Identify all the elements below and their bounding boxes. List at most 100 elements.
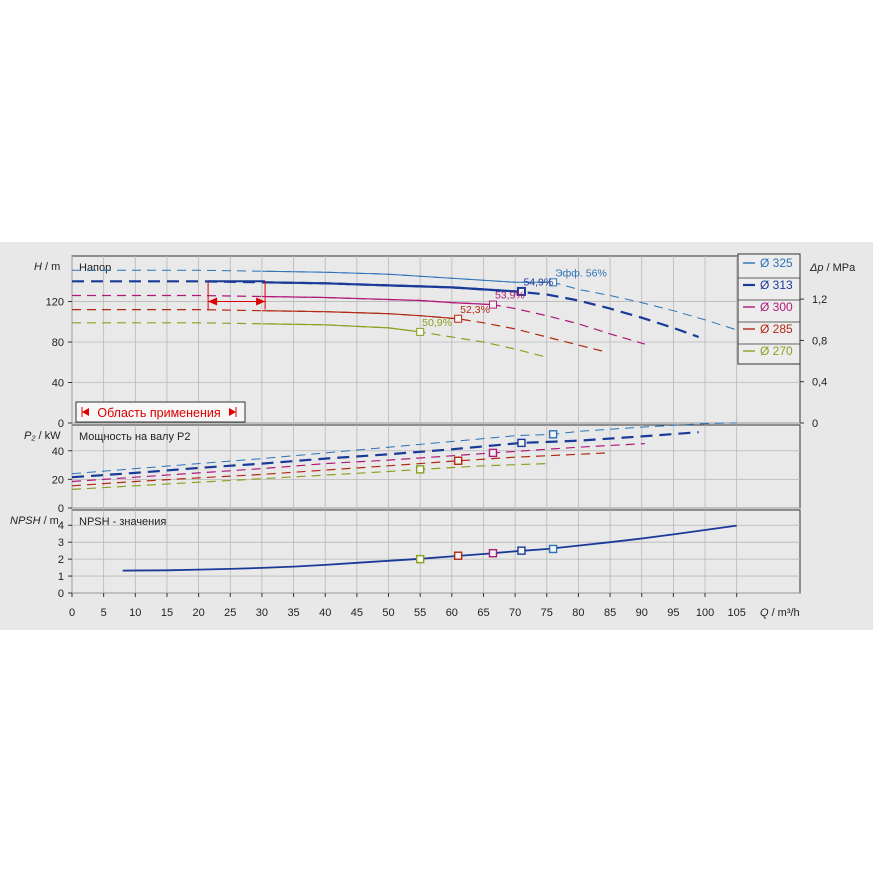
point-marker bbox=[453, 551, 463, 560]
x-tick-label: 55 bbox=[414, 607, 426, 619]
x-tick-label: 5 bbox=[101, 607, 107, 619]
x-tick-label: 45 bbox=[351, 607, 363, 619]
x-axis-label: Q / m³/h bbox=[760, 607, 800, 619]
point-marker bbox=[548, 430, 558, 439]
series-line-power-3 bbox=[71, 452, 607, 487]
panel-title-head: Напор bbox=[79, 262, 111, 274]
y-tick-label-npsh: 3 bbox=[58, 537, 64, 549]
y-axis-label-head: H / m bbox=[34, 261, 60, 273]
legend-label: Ø 313 bbox=[760, 278, 793, 292]
x-tick-label: 90 bbox=[636, 607, 648, 619]
y-tick-label-head: 0 bbox=[58, 418, 64, 430]
legend-label: Ø 300 bbox=[760, 300, 793, 314]
x-tick-label: 80 bbox=[572, 607, 584, 619]
legend-label: Ø 325 bbox=[760, 256, 793, 270]
x-tick-label: 60 bbox=[446, 607, 458, 619]
x-tick-label: 30 bbox=[256, 607, 268, 619]
point-marker bbox=[488, 548, 498, 558]
x-tick-label: 20 bbox=[192, 607, 204, 619]
x-tick-label: 105 bbox=[728, 607, 746, 619]
plot-area-npsh bbox=[71, 509, 801, 594]
x-tick-label: 95 bbox=[667, 607, 679, 619]
legend-box bbox=[737, 253, 801, 365]
y-tick-label-head: 120 bbox=[46, 297, 64, 309]
y-tick-label-head: 40 bbox=[52, 378, 64, 390]
y-tick-label-power: 0 bbox=[58, 503, 64, 515]
x-axis-symbol: Q bbox=[760, 607, 769, 619]
bep-marker bbox=[516, 286, 526, 296]
series-line-power-0 bbox=[71, 422, 737, 475]
point-marker bbox=[517, 438, 526, 448]
legend-label: Ø 270 bbox=[760, 344, 793, 358]
operating-range-label: Область применения bbox=[97, 406, 220, 420]
right-axis-label: Δp / MPa bbox=[809, 262, 856, 274]
series-solid-head-3 bbox=[261, 310, 459, 320]
series-line-power-2 bbox=[71, 443, 645, 483]
x-tick-label: 15 bbox=[161, 607, 173, 619]
efficiency-label: 52,3% bbox=[460, 304, 490, 316]
x-tick-label: 85 bbox=[604, 607, 616, 619]
x-tick-label: 10 bbox=[129, 607, 141, 619]
point-marker bbox=[415, 554, 425, 564]
panel-title-power: Мощность на валу P2 bbox=[79, 431, 191, 443]
x-tick-label: 35 bbox=[287, 607, 299, 619]
operating-range-legend-arrow-right bbox=[229, 408, 236, 416]
efficiency-label: 50,9% bbox=[422, 317, 452, 329]
y-axis-symbol-power: P₂ bbox=[24, 430, 36, 442]
x-axis-unit: / m³/h bbox=[772, 607, 800, 619]
right-axis-symbol: Δp bbox=[809, 262, 824, 274]
operating-range-arrow-left bbox=[208, 297, 218, 306]
x-tick-label: 0 bbox=[69, 607, 75, 619]
series-line-power-1 bbox=[71, 431, 699, 479]
operating-range-arrow-right bbox=[256, 297, 266, 306]
y-tick-label-npsh: 2 bbox=[58, 554, 64, 566]
y-tick-label-head: 80 bbox=[52, 337, 64, 349]
y-axis-label-npsh: NPSH / m bbox=[10, 515, 59, 527]
y-tick-label-power: 20 bbox=[52, 474, 64, 486]
series-line-npsh-0 bbox=[122, 524, 737, 572]
right-tick-label: 0 bbox=[812, 418, 818, 430]
y-axis-label-power: P₂ / kW bbox=[24, 430, 61, 442]
right-tick-label: 0,4 bbox=[812, 377, 827, 389]
operating-range-legend-arrow-left bbox=[82, 408, 89, 416]
series-line-power-4 bbox=[71, 463, 547, 490]
bep-marker bbox=[454, 314, 463, 323]
x-tick-label: 65 bbox=[477, 607, 489, 619]
series-solid-head-2 bbox=[261, 295, 494, 306]
series-solid-head-4 bbox=[261, 323, 421, 333]
point-marker bbox=[517, 546, 526, 555]
efficiency-label: Эфф. 56% bbox=[555, 267, 607, 279]
y-axis-unit-power: / kW bbox=[39, 430, 62, 442]
y-axis-unit-head: / m bbox=[45, 261, 60, 273]
y-axis-unit-npsh: / m bbox=[44, 515, 59, 527]
efficiency-label: 53,9% bbox=[495, 290, 525, 302]
right-axis-unit: / MPa bbox=[827, 262, 857, 274]
legend-label: Ø 285 bbox=[760, 322, 793, 336]
point-marker bbox=[415, 465, 425, 474]
right-tick-label: 1,2 bbox=[812, 294, 827, 306]
x-tick-label: 70 bbox=[509, 607, 521, 619]
bep-marker bbox=[416, 327, 425, 336]
x-tick-label: 40 bbox=[319, 607, 331, 619]
point-marker bbox=[453, 456, 463, 465]
pump-performance-chart: 0 40 80 120 H / m Напор 0 0,4 0,8 1,2 Δp / MPa Эфф. 5… bbox=[0, 242, 873, 630]
efficiency-label: 54,9% bbox=[523, 276, 553, 288]
y-axis-symbol-npsh: NPSH bbox=[10, 515, 41, 527]
y-axis-symbol-head: H bbox=[34, 261, 42, 273]
x-tick-label: 50 bbox=[382, 607, 394, 619]
x-tick-label: 75 bbox=[541, 607, 553, 619]
point-marker bbox=[548, 544, 558, 554]
plot-area-power bbox=[71, 424, 801, 509]
y-tick-label-npsh: 0 bbox=[58, 588, 64, 600]
y-tick-label-power: 40 bbox=[52, 446, 64, 458]
plot-area-head bbox=[71, 255, 801, 424]
x-tick-label: 25 bbox=[224, 607, 236, 619]
bep-marker bbox=[549, 278, 558, 287]
series-solid-head-1 bbox=[261, 281, 516, 293]
y-tick-label-npsh: 1 bbox=[58, 571, 64, 583]
y-tick-label-npsh: 4 bbox=[58, 520, 64, 532]
right-tick-label: 0,8 bbox=[812, 335, 827, 347]
series-solid-head-0 bbox=[261, 270, 554, 283]
bep-marker bbox=[488, 300, 497, 309]
